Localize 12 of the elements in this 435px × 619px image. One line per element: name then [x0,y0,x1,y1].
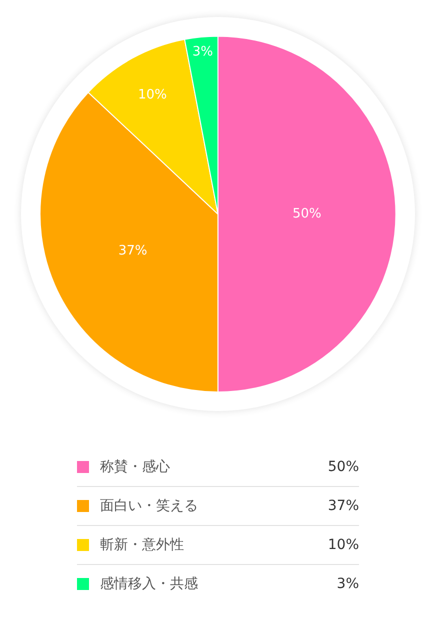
legend-label: 感情移入・共感 [100,575,199,593]
data-label: 37% [118,243,148,258]
text: 10% [328,537,359,553]
text: 37% [328,498,359,514]
data-label: 3% [192,44,213,60]
data-label: 10% [138,88,167,103]
text: 50% [328,459,359,475]
legend-label: 称賛・感心 [100,458,171,476]
data-label: 50% [292,206,322,222]
legend-label: 斬新・意外性 [100,536,185,554]
text: 3% [336,576,359,592]
legend-label: 面白い・笑える [100,497,199,515]
